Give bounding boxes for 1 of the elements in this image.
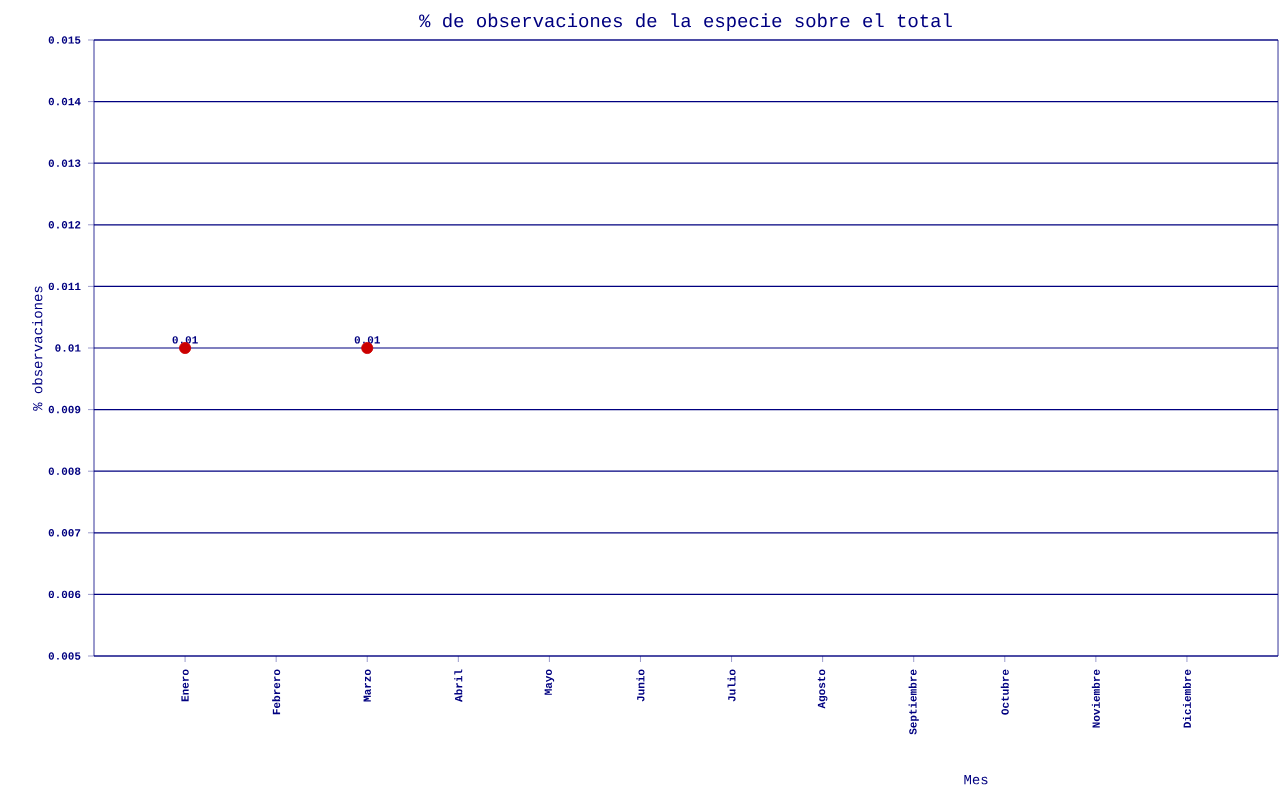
- chart-title: % de observaciones de la especie sobre el total: [419, 13, 952, 32]
